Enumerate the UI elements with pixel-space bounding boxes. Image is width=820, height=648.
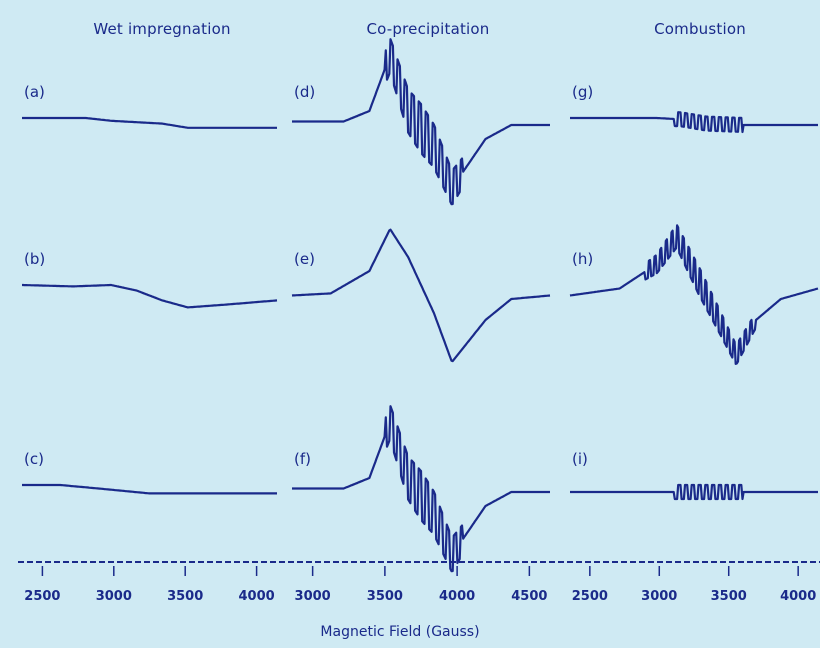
panel-label: (i) — [572, 450, 588, 468]
panel-label: (a) — [24, 83, 45, 101]
x-tick-label: 4000 — [780, 589, 816, 604]
panel-label: (c) — [24, 450, 44, 468]
epr-trace — [292, 405, 550, 573]
x-tick-label: 3500 — [367, 589, 403, 604]
x-axis-label: Magnetic Field (Gauss) — [320, 624, 479, 640]
epr-trace — [569, 224, 819, 365]
x-tick-label: 2500 — [572, 589, 608, 604]
panels: (a) (b) (c) (d) (e) (f) (g) (h) (i) — [22, 38, 819, 573]
x-tick-label: 4500 — [511, 589, 547, 604]
panel-d: (d) — [292, 38, 550, 206]
x-tick-labels: 2500 3000 3500 4000 3000 3500 4000 4500 2500 3000… — [24, 566, 816, 604]
panel-label: (e) — [294, 250, 315, 268]
epr-trace — [570, 111, 818, 134]
panel-i: (i) — [570, 450, 818, 501]
x-tick-label: 3500 — [167, 589, 203, 604]
panel-label: (d) — [294, 83, 315, 101]
panel-c: (c) — [22, 450, 277, 495]
column-title: Combustion — [654, 20, 746, 38]
x-tick-label: 3000 — [96, 589, 132, 604]
epr-trace — [570, 483, 818, 501]
panel-label: (h) — [572, 250, 593, 268]
epr-trace — [292, 38, 550, 206]
x-tick-label: 3000 — [295, 589, 331, 604]
column-title: Co-precipitation — [366, 20, 489, 38]
x-tick-label: 3500 — [711, 589, 747, 604]
panel-a: (a) — [22, 83, 277, 129]
panel-label: (g) — [572, 83, 593, 101]
panel-h: (h) — [569, 224, 819, 365]
column-title: Wet impregnation — [93, 20, 230, 38]
x-tick-label: 2500 — [24, 589, 60, 604]
epr-trace — [22, 283, 278, 309]
panel-b: (b) — [22, 250, 278, 309]
epr-trace — [22, 483, 277, 495]
column-titles: Wet impregnation Co-precipitation Combusti… — [93, 20, 746, 38]
x-tick-label: 4000 — [239, 589, 275, 604]
panel-label: (b) — [24, 250, 45, 268]
x-tick-label: 4000 — [439, 589, 475, 604]
epr-trace — [22, 116, 277, 129]
x-tick-label: 3000 — [641, 589, 677, 604]
panel-label: (f) — [294, 450, 311, 468]
panel-e: (e) — [291, 228, 551, 363]
panel-g: (g) — [570, 83, 818, 134]
panel-f: (f) — [292, 405, 550, 573]
epr-trace — [291, 228, 551, 363]
